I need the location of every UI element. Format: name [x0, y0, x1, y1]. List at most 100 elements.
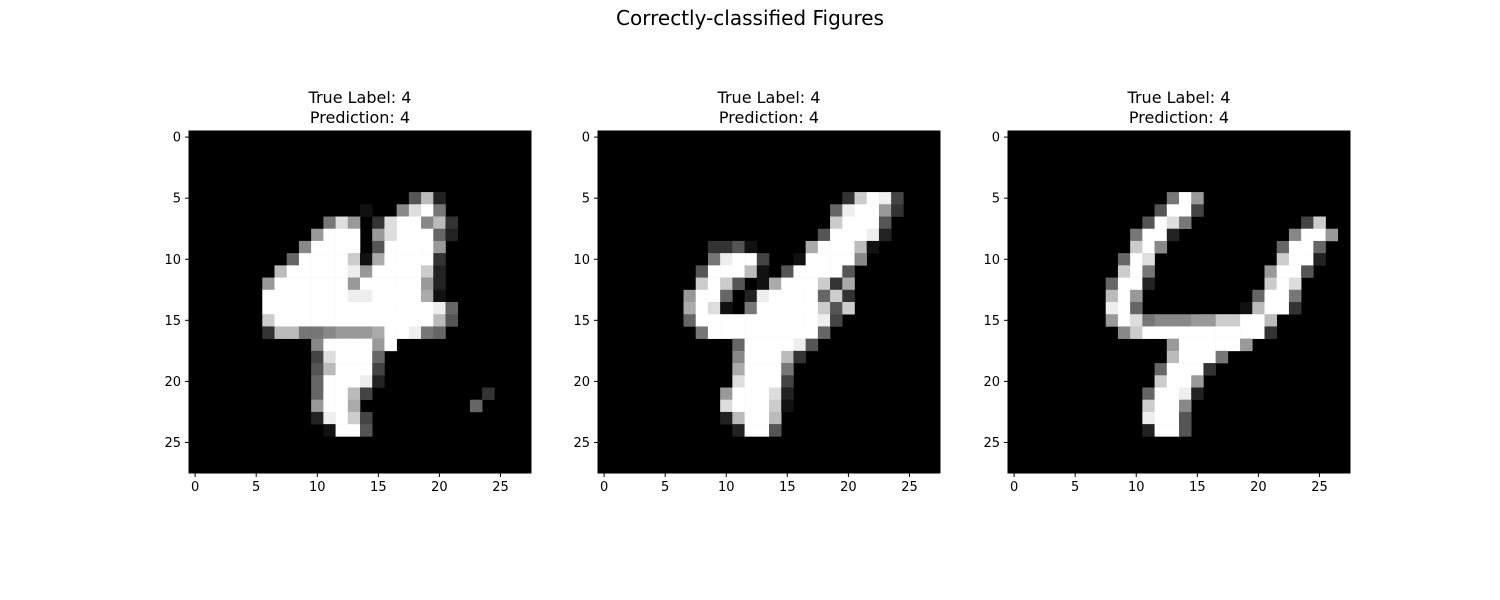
pixel — [1154, 314, 1168, 327]
pixel — [360, 302, 373, 315]
pixel — [360, 265, 373, 278]
pixel — [311, 399, 324, 413]
pixel — [769, 302, 782, 315]
pixel — [781, 387, 794, 401]
pixel — [347, 277, 361, 291]
pixel — [1313, 228, 1326, 242]
pixel — [866, 192, 880, 205]
pixel — [842, 228, 855, 242]
pixel — [1288, 289, 1302, 303]
pixel — [421, 265, 434, 278]
pixel — [842, 265, 855, 278]
pixel — [347, 387, 361, 401]
pixel — [274, 314, 288, 327]
pixel — [756, 302, 770, 315]
pixel — [360, 289, 373, 303]
pixel — [695, 289, 709, 303]
pixel — [1276, 253, 1290, 266]
pixel — [482, 387, 495, 401]
panel-title-line: Prediction: 4 — [310, 108, 410, 127]
pixel — [793, 265, 806, 278]
y-tick-label: 25 — [573, 436, 590, 451]
pixel — [1276, 240, 1290, 254]
pixel — [866, 216, 880, 230]
pixel — [1130, 240, 1143, 254]
pixel — [347, 228, 361, 242]
pixel — [408, 314, 422, 327]
pixel — [1191, 204, 1204, 217]
pixel — [1142, 228, 1155, 242]
pixel — [707, 253, 721, 266]
pixel — [793, 350, 806, 364]
pixel — [347, 424, 361, 437]
pixel — [720, 289, 733, 303]
pixel — [323, 228, 336, 242]
pixel — [360, 424, 373, 437]
pixel — [1179, 350, 1192, 364]
pixel — [854, 228, 868, 242]
pixel — [1252, 302, 1265, 315]
pixel — [311, 326, 324, 339]
pixel — [842, 253, 855, 266]
pixel — [372, 375, 385, 388]
pixel — [347, 265, 361, 278]
pixel — [1130, 289, 1143, 303]
pixel — [274, 265, 288, 278]
x-tick-label: 15 — [779, 480, 796, 495]
pixel — [744, 363, 758, 376]
x-tick-label: 0 — [191, 480, 199, 495]
pixel — [311, 289, 324, 303]
pixel — [756, 326, 770, 339]
pixel — [805, 289, 819, 303]
pixel — [1240, 302, 1253, 315]
pixel — [1288, 240, 1302, 254]
pixel — [707, 277, 721, 291]
x-tick-label: 5 — [661, 480, 669, 495]
pixel — [347, 338, 361, 352]
pixel — [1166, 204, 1180, 217]
pixel — [1166, 411, 1180, 425]
pixel — [744, 387, 758, 401]
pixel — [1191, 363, 1204, 376]
pixel — [396, 326, 410, 339]
pixel — [408, 326, 422, 339]
pixel — [830, 204, 843, 217]
pixel — [817, 289, 831, 303]
pixel — [830, 265, 843, 278]
pixel — [433, 216, 446, 230]
pixel — [732, 363, 745, 376]
pixel — [335, 387, 349, 401]
pixel — [720, 265, 733, 278]
pixel — [830, 302, 843, 315]
pixel — [384, 253, 397, 266]
x-tick-label: 5 — [252, 480, 260, 495]
pixel — [335, 314, 349, 327]
pixel — [1179, 399, 1192, 413]
pixel — [1142, 326, 1155, 339]
pixel — [695, 326, 709, 339]
pixel — [830, 240, 843, 254]
pixel — [372, 228, 385, 242]
pixel — [1179, 326, 1192, 339]
pixel — [756, 277, 770, 291]
pixel — [805, 253, 819, 266]
pixel — [1130, 314, 1143, 327]
pixel — [335, 350, 349, 364]
pixel — [769, 314, 782, 327]
pixel — [1130, 326, 1143, 339]
pixel — [1264, 277, 1278, 291]
x-tick-label: 10 — [1128, 480, 1145, 495]
pixel — [323, 289, 336, 303]
pixel — [298, 289, 312, 303]
pixel — [1240, 326, 1253, 339]
x-tick-label: 0 — [600, 480, 608, 495]
pixel — [335, 424, 349, 437]
pixel — [384, 289, 397, 303]
pixel — [335, 363, 349, 376]
pixel — [781, 375, 794, 388]
pixel — [830, 289, 843, 303]
pixel — [769, 363, 782, 376]
pixel — [311, 411, 324, 425]
pixel — [817, 326, 831, 339]
x-tick-label: 15 — [370, 480, 387, 495]
